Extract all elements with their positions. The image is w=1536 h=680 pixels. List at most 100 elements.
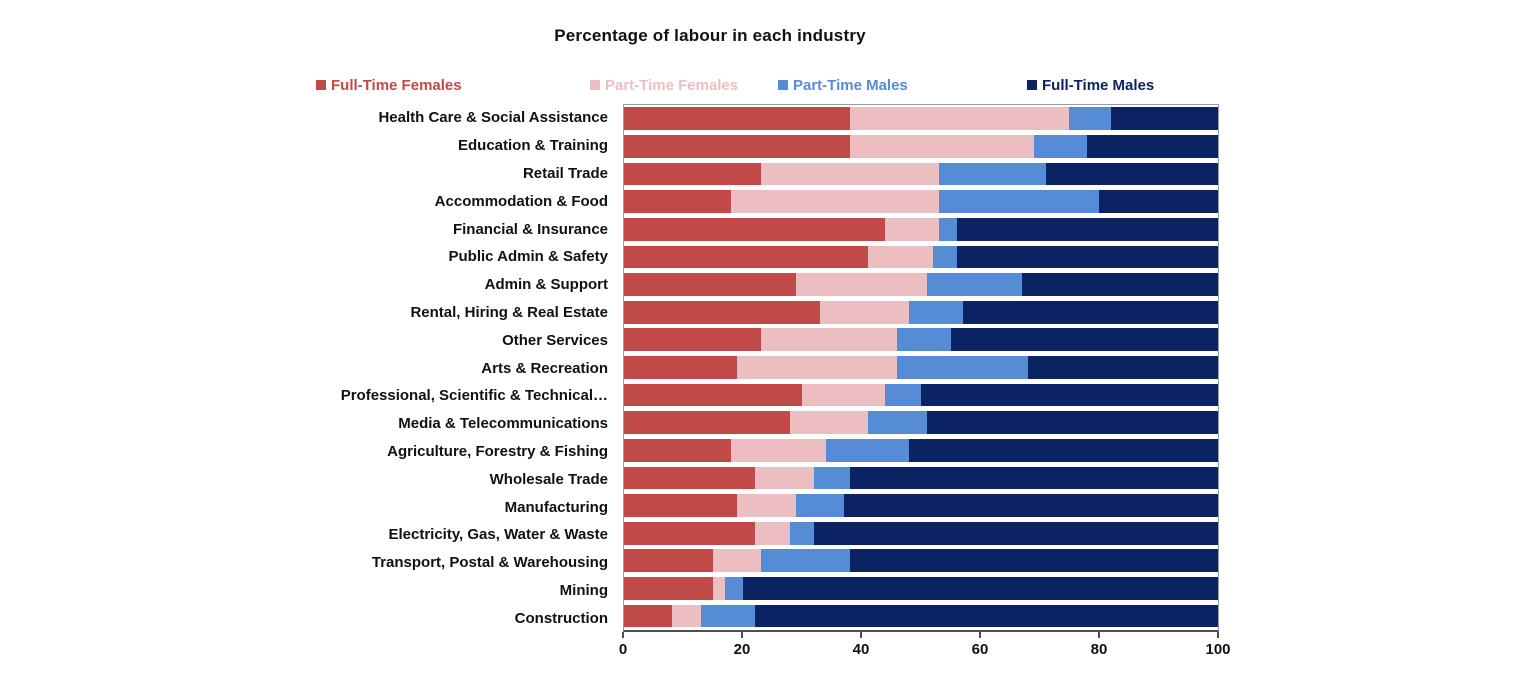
- x-tick-mark: [741, 632, 743, 638]
- x-tick-mark: [860, 632, 862, 638]
- bar-segment-part-time-females: [796, 273, 927, 296]
- bar-segment-part-time-males: [938, 217, 957, 241]
- bar-row-professional-scientific-technical: [624, 381, 1218, 409]
- category-label: Manufacturing: [504, 498, 608, 516]
- bar-segment-part-time-females: [730, 190, 939, 214]
- category-axis: Health Care & Social Assistance Education…: [0, 104, 608, 632]
- bar-segment-part-time-males: [909, 300, 963, 324]
- x-tick-mark: [622, 632, 624, 638]
- bar-row-mining: [624, 575, 1218, 603]
- legend-label: Part-Time Males: [793, 76, 908, 94]
- bar-row-media-telecommunications: [624, 409, 1218, 437]
- bar-segment-full-time-females: [624, 521, 755, 545]
- bar-segment-full-time-males: [956, 245, 1218, 269]
- bar-segment-full-time-males: [1045, 162, 1218, 186]
- bar-segment-part-time-females: [760, 162, 939, 186]
- legend-label: Full-Time Females: [331, 76, 462, 94]
- bar-segment-part-time-males: [885, 383, 921, 407]
- bar-row-other-services: [624, 326, 1218, 354]
- legend-item-part-time-males: Part-Time Males: [778, 75, 908, 95]
- bar-row-construction: [624, 602, 1218, 630]
- bar-segment-part-time-females: [754, 466, 815, 490]
- bar-segment-full-time-males: [909, 438, 1218, 462]
- bar-row-wholesale-trade: [624, 464, 1218, 492]
- bar-row-admin-support: [624, 271, 1218, 299]
- legend-swatch-icon: [778, 80, 788, 90]
- bar-row-accommodation-food: [624, 188, 1218, 216]
- category-label: Transport, Postal & Warehousing: [371, 554, 608, 572]
- legend-item-part-time-females: Part-Time Females: [590, 75, 738, 95]
- x-axis: 0 20 40 60 80 100: [619, 632, 1231, 672]
- bar-row-manufacturing: [624, 492, 1218, 520]
- bar-segment-part-time-females: [760, 328, 898, 352]
- category-label: Financial & Insurance: [452, 220, 608, 238]
- bar-segment-full-time-females: [624, 604, 672, 628]
- bar-segment-full-time-females: [624, 273, 797, 296]
- category-label: Wholesale Trade: [489, 470, 608, 488]
- bar-segment-part-time-males: [701, 604, 755, 628]
- category-label: Agriculture, Forestry & Fishing: [387, 442, 608, 460]
- category-label: Rental, Hiring & Real Estate: [410, 303, 608, 321]
- category-label: Admin & Support: [484, 276, 608, 294]
- bar-segment-part-time-females: [730, 438, 826, 462]
- bar-row-electricity-gas-water-waste: [624, 519, 1218, 547]
- bar-segment-part-time-females: [849, 135, 1034, 158]
- bar-segment-full-time-females: [624, 438, 731, 462]
- category-label: Electricity, Gas, Water & Waste: [388, 526, 608, 544]
- x-tick-label: 0: [618, 641, 628, 658]
- legend-swatch-icon: [590, 80, 600, 90]
- x-tick-mark: [979, 632, 981, 638]
- bar-segment-full-time-males: [754, 604, 1218, 628]
- bar-segment-full-time-males: [849, 466, 1218, 490]
- bar-segment-part-time-females: [713, 549, 761, 573]
- bar-segment-full-time-males: [950, 328, 1218, 352]
- bar-segment-full-time-females: [624, 411, 791, 435]
- bar-segment-full-time-males: [1021, 273, 1218, 296]
- category-label: Mining: [559, 581, 608, 599]
- bar-segment-part-time-males: [724, 577, 743, 600]
- bar-segment-full-time-males: [843, 494, 1218, 517]
- bar-segment-part-time-males: [1033, 135, 1088, 158]
- bar-segment-part-time-females: [849, 107, 1070, 131]
- bar-segment-part-time-females: [790, 411, 868, 435]
- category-label: Media & Telecommunications: [398, 415, 608, 433]
- category-label: Construction: [514, 609, 608, 627]
- bar-segment-full-time-males: [1111, 107, 1218, 131]
- category-label: Education & Training: [457, 137, 608, 155]
- bar-segment-full-time-females: [624, 135, 850, 158]
- legend-swatch-icon: [316, 80, 326, 90]
- bar-segment-part-time-females: [736, 356, 898, 379]
- bar-segment-full-time-males: [849, 549, 1218, 573]
- bar-segment-full-time-females: [624, 162, 761, 186]
- bar-row-financial-insurance: [624, 216, 1218, 244]
- bar-segment-part-time-females: [754, 521, 791, 545]
- bar-segment-full-time-males: [1099, 190, 1218, 214]
- bar-segment-part-time-males: [926, 273, 1022, 296]
- bar-segment-full-time-females: [624, 577, 714, 600]
- bar-segment-full-time-males: [814, 521, 1218, 545]
- bar-segment-part-time-males: [932, 245, 957, 269]
- bar-segment-full-time-females: [624, 549, 714, 573]
- bar-row-retail-trade: [624, 160, 1218, 188]
- bar-segment-part-time-males: [938, 162, 1046, 186]
- bar-row-rental-hiring-real-estate: [624, 298, 1218, 326]
- category-label: Accommodation & Food: [434, 192, 608, 210]
- bar-segment-part-time-females: [820, 300, 910, 324]
- bar-segment-part-time-females: [867, 245, 933, 269]
- bar-segment-full-time-females: [624, 494, 737, 517]
- bar-segment-full-time-males: [956, 217, 1218, 241]
- bar-segment-part-time-males: [814, 466, 850, 490]
- bar-segment-part-time-females: [671, 604, 702, 628]
- x-tick-label: 60: [971, 641, 989, 658]
- category-label: Arts & Recreation: [481, 359, 608, 377]
- bar-segment-part-time-females: [713, 577, 725, 600]
- bar-row-education-training: [624, 133, 1218, 161]
- bar-segment-part-time-males: [897, 328, 951, 352]
- bar-segment-full-time-females: [624, 217, 886, 241]
- bar-segment-part-time-males: [938, 190, 1100, 214]
- bar-segment-part-time-males: [897, 356, 1028, 379]
- bar-row-transport-postal-warehousing: [624, 547, 1218, 575]
- bar-segment-part-time-females: [802, 383, 886, 407]
- bar-segment-full-time-males: [1087, 135, 1218, 158]
